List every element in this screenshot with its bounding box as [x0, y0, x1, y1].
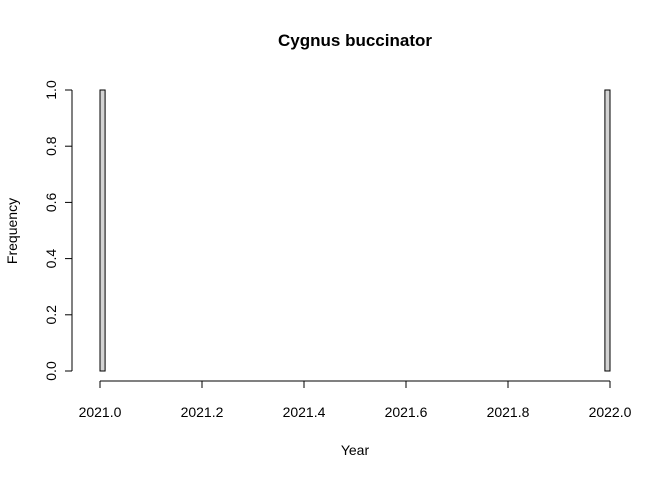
histogram-bar [604, 89, 611, 372]
y-tick-label: 0.8 [43, 136, 59, 156]
y-tick-label: 0.4 [43, 249, 59, 269]
y-tick-label: 0.2 [43, 305, 59, 325]
x-tick-label: 2021.6 [385, 404, 428, 420]
x-tick-label: 2021.2 [181, 404, 224, 420]
x-tick-label: 2022.0 [589, 404, 632, 420]
x-tick-label: 2021.4 [283, 404, 326, 420]
y-tick-label: 1.0 [43, 80, 59, 100]
x-axis-title: Year [341, 442, 370, 458]
chart-title: Cygnus buccinator [278, 31, 432, 50]
x-tick-label: 2021.8 [487, 404, 530, 420]
histogram-bar [99, 89, 106, 372]
y-tick-label: 0.0 [43, 361, 59, 381]
y-axis-title: Frequency [4, 198, 20, 264]
x-tick-label: 2021.0 [79, 404, 122, 420]
plot-area: 2021.0 2021.2 2021.4 2021.6 2021.8 2022.0 0.0 0… [43, 80, 632, 420]
y-tick-label: 0.6 [43, 192, 59, 212]
